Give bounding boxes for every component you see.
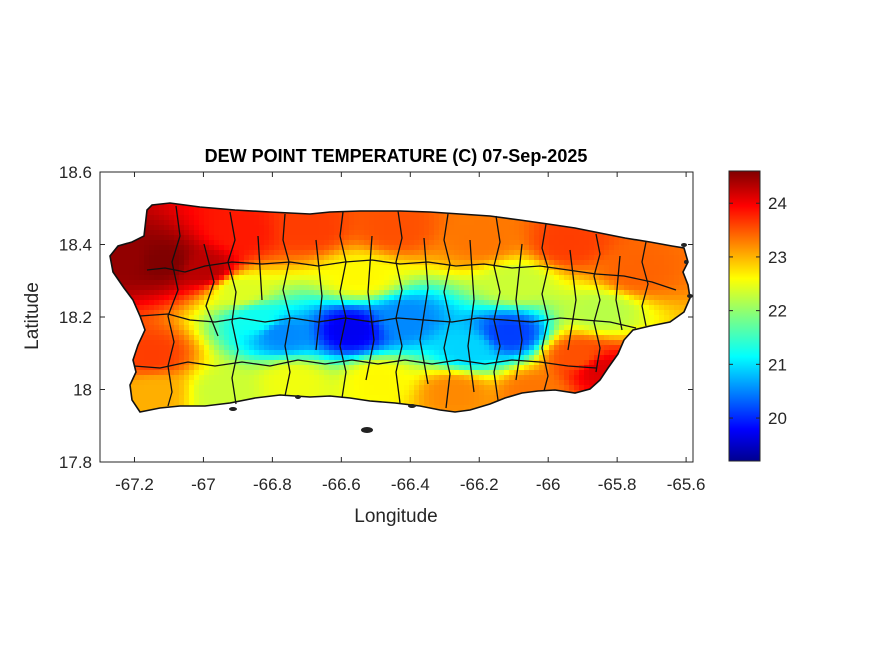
municipality-boundary	[467, 239, 475, 393]
colorbar	[728, 170, 761, 462]
y-axis-label: Latitude	[22, 282, 43, 350]
islet-shape	[361, 427, 373, 433]
x-axis-ticks: -67.2 -67 -66.8 -66.6 -66.4 -66.2 -66 -65.8 -65.…	[115, 172, 705, 494]
municipality-boundary	[419, 237, 429, 385]
y-tick-label: 18.4	[59, 236, 92, 255]
x-axis-label: Longitude	[354, 506, 437, 527]
colorbar-tick-label: 20	[768, 409, 787, 428]
municipality-boundary	[339, 211, 347, 399]
offshore-islets	[229, 243, 693, 433]
x-tick-label: -66.6	[322, 475, 361, 494]
islet-shape	[408, 404, 416, 408]
colorbar-tick-label: 21	[768, 355, 787, 374]
municipality-boundary	[541, 223, 549, 392]
islet-shape	[295, 395, 301, 399]
municipality-boundary	[133, 359, 597, 369]
municipality-boundary	[139, 313, 637, 329]
y-tick-label: 18.6	[59, 163, 92, 182]
x-tick-label: -67	[191, 475, 216, 494]
y-tick-label: 17.8	[59, 453, 92, 472]
x-tick-label: -66.8	[253, 475, 292, 494]
colorbar-tick-label: 23	[768, 248, 787, 267]
x-tick-label: -65.8	[598, 475, 637, 494]
y-axis-ticks: 17.8 18 18.2 18.4 18.6	[59, 163, 693, 472]
x-tick-label: -67.2	[115, 475, 154, 494]
municipality-boundary	[395, 210, 403, 404]
island-coastline	[109, 202, 691, 413]
municipality-boundary	[146, 259, 677, 291]
municipality-boundary	[615, 255, 623, 331]
municipality-boundary	[257, 235, 263, 301]
x-tick-label: -66	[536, 475, 561, 494]
municipality-boundaries	[133, 205, 677, 409]
municipality-boundary	[515, 243, 523, 381]
municipality-boundary	[567, 249, 577, 351]
islet-shape	[229, 407, 237, 411]
municipality-boundary	[203, 243, 219, 337]
colorbar-tick-label: 22	[768, 302, 787, 321]
colorbar-ticks: 20 21 22 23 24	[729, 194, 787, 428]
municipality-boundary	[227, 211, 239, 405]
x-tick-label: -66.4	[391, 475, 430, 494]
dew-point-field	[110, 203, 690, 412]
x-tick-label: -65.6	[667, 475, 706, 494]
islet-shape	[681, 243, 687, 247]
municipality-boundary	[167, 205, 181, 407]
municipality-boundary	[315, 239, 323, 351]
chart-title: DEW POINT TEMPERATURE (C) 07-Sep-2025	[205, 146, 588, 166]
x-tick-label: -66.2	[460, 475, 499, 494]
municipality-boundary	[641, 241, 649, 327]
islet-shape	[684, 260, 688, 264]
y-tick-label: 18.2	[59, 308, 92, 327]
municipality-boundary	[365, 235, 375, 381]
municipality-boundary	[593, 233, 601, 373]
y-tick-label: 18	[73, 381, 92, 400]
colorbar-tick-label: 24	[768, 194, 787, 213]
municipality-boundary	[443, 213, 451, 409]
municipality-boundary	[493, 215, 501, 401]
municipality-boundary	[282, 213, 291, 397]
islet-shape	[687, 294, 693, 298]
